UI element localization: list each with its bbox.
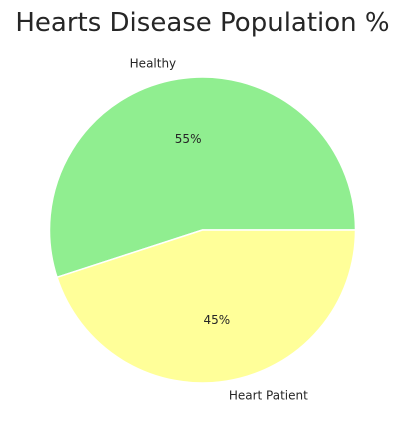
pie-slice-healthy <box>48 76 357 279</box>
percent-label-healthy: 55% <box>175 132 202 146</box>
chart-title: Hearts Disease Population % <box>15 8 389 38</box>
pie-slice-heart-patient <box>56 229 357 384</box>
pie-labels: Healthy 55% Heart Patient 45% <box>130 56 308 402</box>
slice-label-heart-patient: Heart Patient <box>229 389 308 403</box>
slice-label-healthy: Healthy <box>130 56 177 70</box>
pie-slices <box>48 76 357 384</box>
percent-label-heart-patient: 45% <box>204 313 231 327</box>
